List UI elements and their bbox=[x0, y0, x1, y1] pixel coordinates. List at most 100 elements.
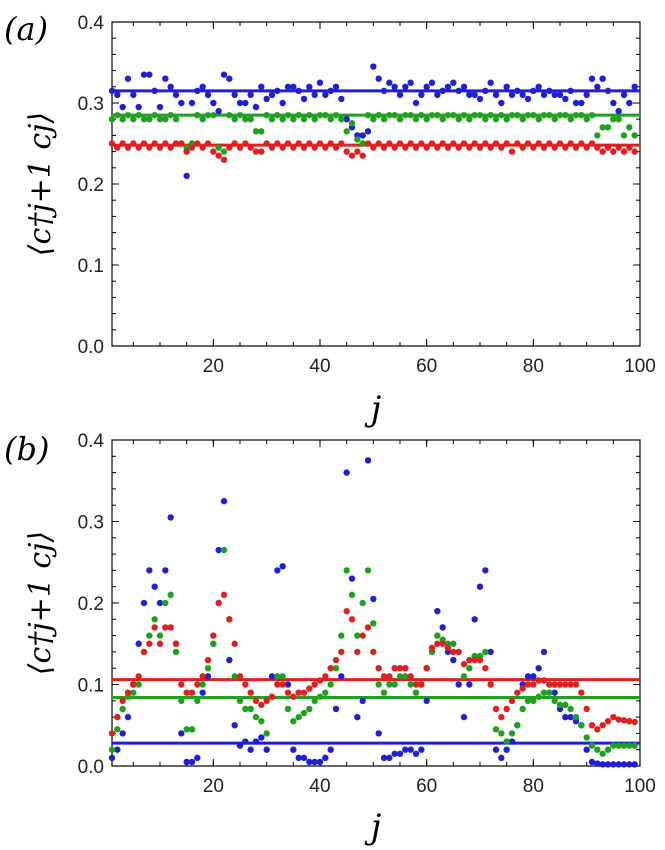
point-red bbox=[156, 640, 164, 647]
point-blue bbox=[327, 87, 334, 95]
point-blue bbox=[199, 83, 206, 91]
point-green bbox=[370, 620, 377, 627]
point-red bbox=[311, 681, 318, 688]
point-blue bbox=[311, 91, 318, 99]
point-green bbox=[386, 111, 393, 119]
point-green bbox=[407, 111, 414, 119]
point-blue bbox=[460, 713, 468, 721]
point-green bbox=[130, 116, 137, 123]
point-blue bbox=[562, 95, 569, 103]
point-red bbox=[391, 144, 398, 151]
point-blue bbox=[578, 99, 585, 107]
point-blue bbox=[183, 758, 190, 766]
point-red bbox=[455, 144, 462, 151]
point-green bbox=[263, 111, 270, 119]
point-red bbox=[418, 681, 425, 688]
panel-label: (a) bbox=[4, 10, 48, 48]
point-red bbox=[615, 144, 622, 151]
point-blue bbox=[114, 91, 121, 99]
point-red bbox=[199, 673, 206, 680]
point-green bbox=[492, 726, 500, 733]
point-green bbox=[626, 124, 633, 131]
point-red bbox=[546, 140, 553, 147]
point-green bbox=[396, 116, 404, 123]
point-blue bbox=[412, 99, 420, 107]
point-green bbox=[114, 726, 121, 733]
point-blue bbox=[311, 758, 318, 766]
point-blue bbox=[396, 750, 404, 757]
point-red bbox=[306, 140, 313, 147]
point-red bbox=[476, 656, 484, 664]
point-green bbox=[391, 111, 398, 119]
point-green bbox=[263, 730, 270, 737]
point-red bbox=[327, 140, 334, 147]
point-blue bbox=[263, 746, 270, 753]
point-blue bbox=[242, 99, 249, 107]
point-blue bbox=[130, 91, 137, 99]
point-blue bbox=[290, 746, 297, 753]
point-green bbox=[519, 705, 526, 713]
point-blue bbox=[380, 87, 388, 95]
point-green bbox=[322, 111, 329, 119]
point-blue bbox=[322, 754, 329, 762]
point-red bbox=[327, 665, 334, 672]
point-red bbox=[231, 640, 238, 647]
point-blue bbox=[620, 91, 628, 99]
point-red bbox=[183, 689, 190, 696]
point-green bbox=[391, 681, 398, 688]
point-red bbox=[322, 144, 329, 151]
point-red bbox=[556, 681, 564, 688]
point-blue bbox=[455, 681, 462, 688]
point-green bbox=[252, 128, 260, 135]
point-red bbox=[236, 144, 244, 151]
point-green bbox=[546, 689, 553, 696]
point-blue bbox=[540, 648, 548, 656]
point-green bbox=[551, 697, 558, 704]
point-blue bbox=[588, 75, 596, 82]
point-green bbox=[604, 124, 612, 131]
point-red bbox=[604, 144, 612, 151]
point-green bbox=[274, 673, 281, 680]
point-green bbox=[332, 111, 340, 119]
point-red bbox=[114, 144, 121, 151]
point-blue bbox=[338, 673, 345, 680]
point-green bbox=[146, 116, 153, 123]
point-red bbox=[540, 144, 548, 151]
point-blue bbox=[119, 103, 126, 111]
point-green bbox=[402, 673, 409, 680]
point-blue bbox=[428, 79, 436, 86]
point-blue bbox=[567, 713, 574, 721]
point-blue bbox=[503, 83, 510, 91]
point-green bbox=[620, 742, 628, 749]
point-red bbox=[183, 148, 190, 155]
panel-a: 0.0 0.1 0.2 0.3 0.4 20 40 60 80 100 (a) j ⟨c†j+1 cj⟩ bbox=[4, 10, 656, 429]
series-red bbox=[108, 591, 638, 737]
point-red bbox=[236, 673, 244, 680]
point-red bbox=[300, 689, 308, 696]
point-red bbox=[279, 144, 286, 151]
point-red bbox=[130, 140, 137, 147]
point-red bbox=[391, 665, 398, 672]
point-blue bbox=[322, 91, 329, 99]
point-green bbox=[290, 116, 297, 123]
point-red bbox=[151, 624, 158, 631]
point-blue bbox=[572, 99, 580, 107]
point-red bbox=[599, 722, 606, 729]
point-blue bbox=[540, 91, 548, 99]
plot-frame-b bbox=[111, 439, 641, 767]
point-blue bbox=[274, 567, 281, 574]
point-red bbox=[418, 140, 425, 147]
point-red bbox=[114, 713, 121, 721]
x-tick-label: 60 bbox=[416, 356, 437, 377]
point-blue bbox=[204, 91, 212, 99]
point-green bbox=[119, 705, 126, 713]
point-blue bbox=[498, 99, 505, 107]
point-green bbox=[194, 111, 201, 119]
point-green bbox=[567, 116, 574, 123]
point-green bbox=[258, 128, 265, 135]
point-blue bbox=[343, 469, 350, 476]
point-green bbox=[231, 116, 238, 123]
point-blue bbox=[476, 95, 484, 103]
point-red bbox=[482, 140, 489, 147]
point-red bbox=[551, 144, 558, 151]
